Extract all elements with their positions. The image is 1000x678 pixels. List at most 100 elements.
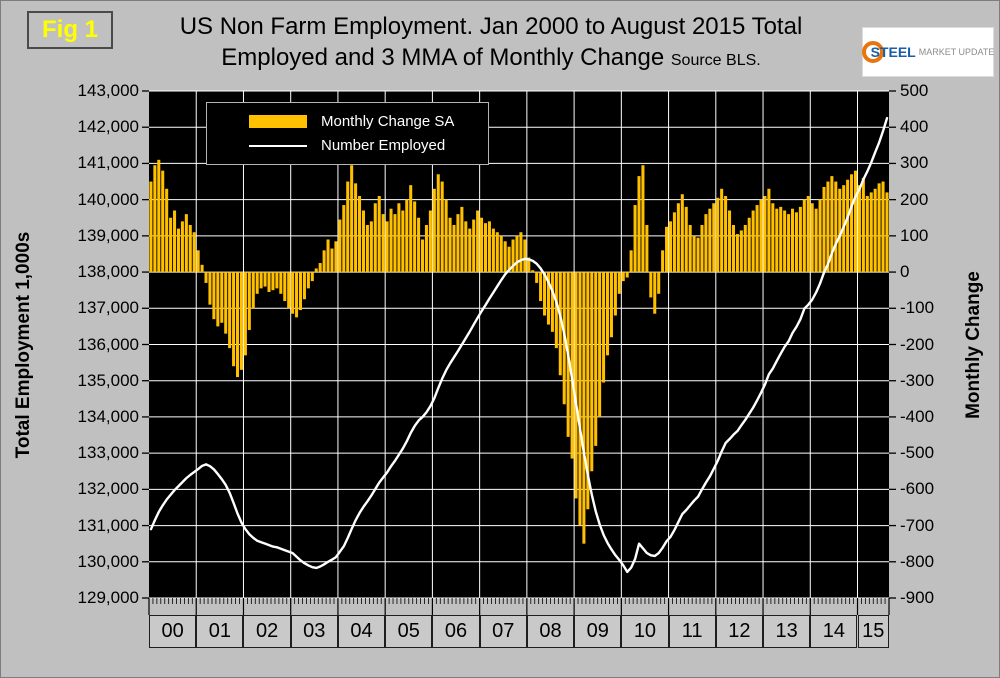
- monthly-change-bar: [200, 264, 204, 273]
- monthly-change-bar: [243, 272, 247, 356]
- monthly-change-bar: [389, 208, 393, 273]
- monthly-change-bar: [358, 196, 362, 273]
- left-axis-tick-label: 135,000: [77, 370, 139, 390]
- monthly-change-bar: [405, 199, 409, 273]
- monthly-change-bar: [511, 239, 515, 273]
- monthly-change-bar: [546, 272, 550, 325]
- x-axis-year-label: 08: [526, 615, 575, 648]
- monthly-change-bar: [755, 205, 759, 273]
- monthly-change-bar: [846, 179, 850, 273]
- right-axis-tick-label: -900: [900, 588, 935, 607]
- monthly-change-bar: [417, 217, 421, 273]
- monthly-change-bar: [507, 246, 511, 273]
- monthly-change-bar: [606, 272, 610, 356]
- monthly-change-bar: [609, 272, 613, 338]
- x-axis-year-label: 03: [290, 615, 338, 648]
- monthly-change-bar: [826, 181, 830, 273]
- x-axis-year-label: 01: [196, 615, 244, 648]
- monthly-change-bar: [586, 272, 590, 510]
- monthly-change-bar: [369, 221, 373, 273]
- monthly-change-bar: [661, 250, 665, 273]
- monthly-change-bar: [440, 181, 444, 273]
- monthly-change-bar: [822, 186, 826, 273]
- monthly-change-bar: [672, 212, 676, 273]
- left-axis-tick-label: 138,000: [77, 262, 139, 282]
- monthly-change-bar: [310, 272, 314, 282]
- monthly-change-bar: [720, 188, 724, 273]
- monthly-change-bar: [554, 272, 558, 349]
- figure-label: Fig 1: [27, 11, 114, 49]
- monthly-change-bar: [401, 210, 405, 273]
- monthly-change-bar: [436, 174, 440, 273]
- monthly-change-bar: [267, 272, 271, 292]
- monthly-change-bar: [421, 239, 425, 273]
- monthly-change-bar: [487, 221, 491, 273]
- right-axis-tick-label: 100: [900, 225, 929, 245]
- x-axis-year-label: 14: [810, 615, 858, 648]
- monthly-change-bar: [483, 223, 488, 273]
- monthly-change-bar: [629, 250, 633, 273]
- monthly-change-bar: [480, 217, 484, 273]
- monthly-change-bar: [220, 272, 224, 323]
- monthly-change-bar: [731, 224, 735, 273]
- monthly-change-bar: [802, 199, 806, 273]
- monthly-change-bar: [326, 239, 330, 273]
- monthly-change-bar: [775, 208, 779, 273]
- monthly-change-bar: [735, 234, 739, 273]
- right-axis-title: Monthly Change: [963, 271, 984, 419]
- monthly-change-bar: [251, 272, 255, 309]
- left-axis-tick-label: 134,000: [77, 406, 139, 426]
- monthly-change-bar: [153, 165, 157, 273]
- monthly-change-bar: [432, 188, 436, 273]
- monthly-change-bar: [617, 272, 621, 294]
- monthly-change-bar: [602, 272, 606, 383]
- monthly-change-bar: [180, 221, 184, 273]
- monthly-change-bar: [306, 272, 310, 289]
- monthly-change-bar: [779, 206, 783, 273]
- monthly-change-bar: [381, 214, 385, 273]
- monthly-change-bar: [539, 272, 543, 302]
- monthly-change-bar: [834, 181, 838, 273]
- monthly-change-bar: [393, 214, 397, 273]
- monthly-change-bar: [334, 241, 338, 273]
- monthly-change-bar: [885, 192, 889, 273]
- legend-label-monthly-change: Monthly Change SA: [321, 113, 455, 130]
- legend-item-monthly-change: Monthly Change SA: [249, 113, 488, 130]
- monthly-change-bar: [279, 272, 283, 294]
- right-axis-tick-label: -200: [900, 334, 935, 354]
- monthly-change-bar: [861, 177, 865, 273]
- x-axis-year-label: 12: [715, 615, 764, 648]
- monthly-change-bar: [594, 272, 598, 446]
- right-axis-tick-label: 200: [900, 189, 929, 209]
- monthly-change-bar: [188, 224, 192, 273]
- monthly-change-bar: [247, 272, 251, 331]
- right-axis-tick-label: -700: [900, 515, 935, 535]
- monthly-change-bar: [633, 205, 637, 273]
- monthly-change-bar: [342, 205, 346, 273]
- legend-label-number-employed: Number Employed: [321, 137, 446, 154]
- monthly-change-bar: [794, 212, 798, 273]
- monthly-change-bar: [582, 272, 586, 544]
- right-axis-tick-label: 400: [900, 117, 929, 137]
- monthly-change-bar: [397, 203, 401, 273]
- monthly-change-bar: [668, 221, 673, 273]
- monthly-change-bar: [176, 228, 180, 273]
- monthly-change-bar: [527, 257, 531, 273]
- x-axis-year-label: 10: [621, 615, 669, 648]
- monthly-change-bar: [877, 183, 881, 273]
- monthly-change-bar: [704, 214, 708, 273]
- monthly-change-bar: [814, 208, 818, 273]
- monthly-change-bar: [295, 272, 299, 318]
- monthly-change-bar: [338, 219, 342, 273]
- monthly-change-bar: [743, 224, 747, 273]
- monthly-change-bar: [472, 219, 476, 273]
- monthly-change-bar: [590, 272, 594, 472]
- monthly-change-bar: [271, 272, 275, 291]
- monthly-change-bar: [499, 235, 503, 273]
- monthly-change-bar: [287, 272, 291, 309]
- monthly-change-bar: [428, 210, 432, 273]
- monthly-change-bar: [448, 217, 452, 273]
- monthly-change-bar: [680, 194, 684, 273]
